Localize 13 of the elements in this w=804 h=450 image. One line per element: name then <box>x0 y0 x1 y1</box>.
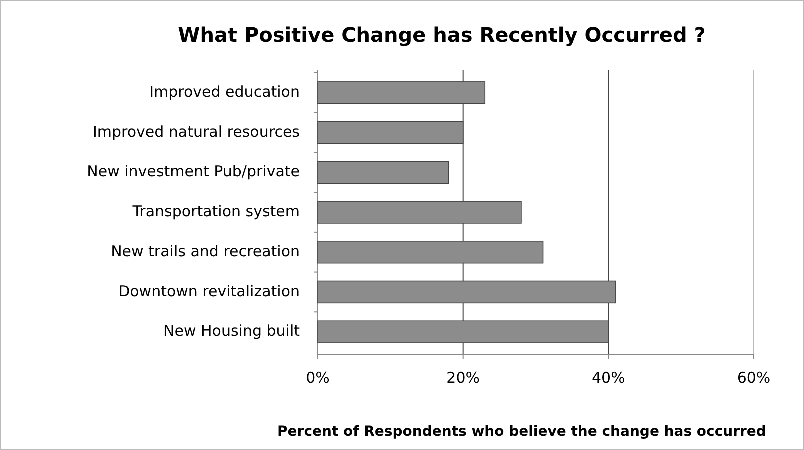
y-tick-label: Downtown revitalization <box>118 282 300 300</box>
chart-title: What Positive Change has Recently Occurred ? <box>178 23 706 47</box>
y-tick-label: New investment Pub/private <box>87 162 300 181</box>
x-tick-label: 0% <box>306 369 330 387</box>
y-tick-label: Improved education <box>150 83 300 102</box>
y-tick-label: New Housing built <box>164 322 300 340</box>
x-axis-title: Percent of Respondents who believe the change has occurred <box>278 424 766 440</box>
x-tick-label: 60% <box>737 369 771 387</box>
y-tick-label: Improved natural resources <box>92 122 300 141</box>
y-tick-label: New trails and recreation <box>111 242 300 260</box>
x-tick-label: 40% <box>592 369 626 387</box>
x-tick-label: 20% <box>446 369 480 387</box>
y-tick-label: Transportation system <box>132 202 300 221</box>
